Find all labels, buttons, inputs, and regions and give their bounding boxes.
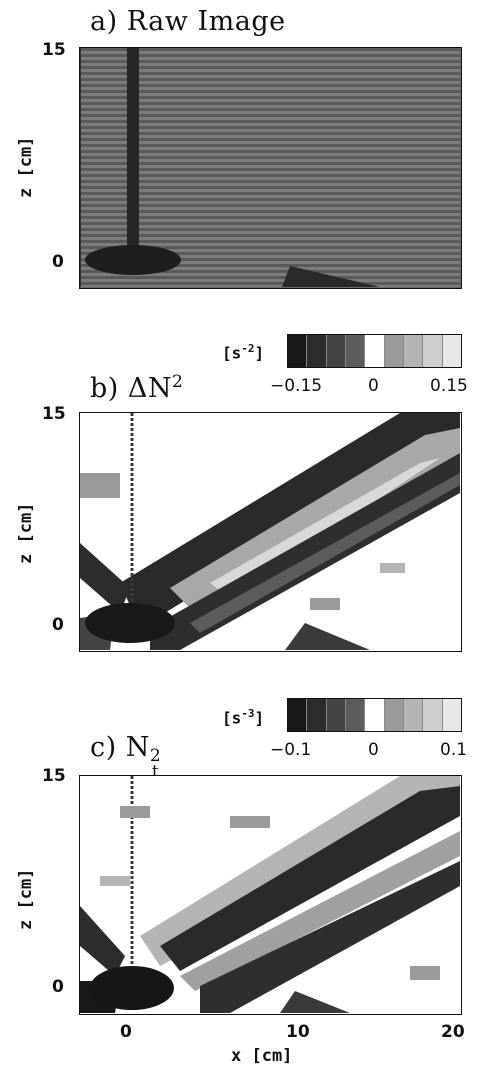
colorbar-swatch <box>306 699 326 731</box>
colorbar-swatch <box>364 699 384 731</box>
oscillating-cylinder <box>85 245 181 275</box>
panel-b-colorbar-unit: [s-2] <box>222 342 265 363</box>
colorbar-swatch <box>344 699 365 731</box>
vertical-rod <box>127 48 139 258</box>
panel-c-ylabel: z [cm] <box>16 868 36 930</box>
panel-b-colorbar-tick-zero: 0 <box>368 376 379 396</box>
colorbar-swatch <box>402 335 423 367</box>
core-beam-dark <box>160 786 460 971</box>
xtick-10: 10 <box>286 1022 310 1042</box>
panel-b-colorbar <box>287 334 462 368</box>
panel-b-title: b) ΔN2 <box>90 372 184 404</box>
lower-beam-inner <box>190 473 460 633</box>
left-beam-upper <box>80 543 130 613</box>
upper-beam-core <box>170 428 460 608</box>
delta-n2-graphic <box>80 413 460 650</box>
delta-n2-plot <box>79 412 462 652</box>
bottom-wedge <box>285 623 370 650</box>
panel-c-colorbar-tick-min: −0.1 <box>270 740 312 760</box>
panel-b-ytick-0: 0 <box>52 615 64 635</box>
patch <box>100 876 130 886</box>
n2t-graphic <box>80 776 460 1013</box>
panel-b-colorbar-tick-max: 0.15 <box>430 376 468 396</box>
colorbar-swatch <box>364 335 384 367</box>
xtick-0: 0 <box>120 1022 132 1042</box>
patch <box>380 563 405 573</box>
colorbar-swatch <box>306 335 326 367</box>
colorbar-swatch <box>402 699 423 731</box>
patch <box>410 966 440 980</box>
raw-image-plot <box>79 47 462 289</box>
cylinder-region <box>90 966 174 1010</box>
colorbar-swatch <box>422 699 442 731</box>
panel-a-ytick-15: 15 <box>42 40 66 60</box>
lower-beam <box>150 453 460 650</box>
xtick-20: 20 <box>441 1022 465 1042</box>
colorbar-swatch <box>441 335 461 367</box>
cylinder-region <box>85 603 175 643</box>
panel-b-ytick-15: 15 <box>42 404 66 424</box>
panel-c-colorbar-unit: [s-3] <box>222 707 265 728</box>
panel-a-title: a) Raw Image <box>90 6 286 37</box>
xaxis-label: x [cm] <box>231 1046 293 1066</box>
patch <box>120 806 150 818</box>
bottom-wedge <box>282 266 380 287</box>
panel-c-colorbar-tick-max: 0.1 <box>440 740 468 760</box>
panel-b-colorbar-tick-min: −0.15 <box>270 376 323 396</box>
center-beam-light <box>180 831 460 991</box>
patch <box>310 598 340 610</box>
colorbar-swatch <box>288 699 307 731</box>
colorbar-swatch <box>325 335 345 367</box>
left-beam-upper <box>80 906 125 976</box>
panel-c-ytick-0: 0 <box>52 977 64 997</box>
raw-image-graphic <box>80 48 460 287</box>
panel-a-ytick-0: 0 <box>52 252 64 272</box>
colorbar-swatch <box>422 335 442 367</box>
colorbar-swatch <box>344 335 365 367</box>
panel-a-ylabel: z [cm] <box>16 136 36 198</box>
panel-b-ylabel: z [cm] <box>16 502 36 564</box>
panel-c-colorbar <box>287 698 462 732</box>
colorbar-swatch <box>383 335 403 367</box>
colorbar-swatch <box>383 699 403 731</box>
bottom-wedge <box>280 991 350 1013</box>
panel-c-colorbar-tick-zero: 0 <box>368 740 379 760</box>
lower-beam-dark <box>200 861 460 1013</box>
patch <box>230 816 270 828</box>
panel-c-ytick-15: 15 <box>42 766 66 786</box>
colorbar-swatch <box>325 699 345 731</box>
n2t-plot <box>79 775 462 1015</box>
colorbar-swatch <box>441 699 461 731</box>
patch <box>80 473 120 498</box>
colorbar-swatch <box>288 335 307 367</box>
